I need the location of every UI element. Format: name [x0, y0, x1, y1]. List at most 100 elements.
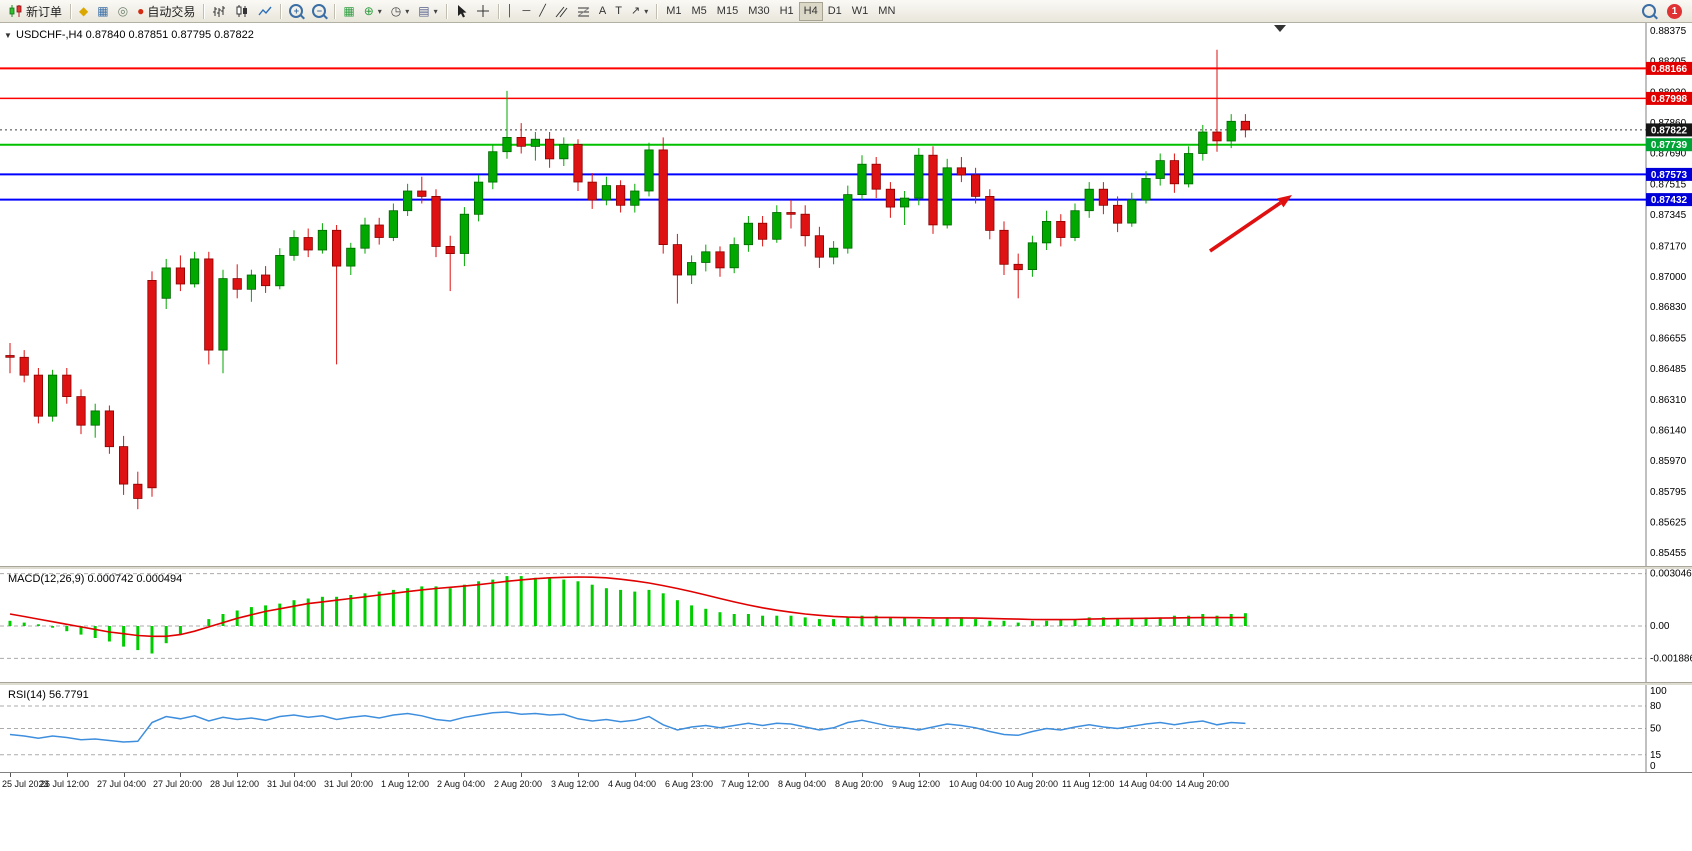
text-button[interactable]: A — [595, 2, 610, 21]
time-tick — [862, 773, 863, 777]
metaeditor-button[interactable]: ◆ — [75, 2, 92, 21]
timeframe-d1[interactable]: D1 — [823, 2, 847, 21]
bottom-filler — [0, 794, 1692, 851]
horizontal-line-button[interactable]: ─ — [519, 2, 535, 21]
timeframe-m30[interactable]: M30 — [743, 2, 774, 21]
candle-body — [388, 210, 399, 238]
candle-body — [928, 154, 938, 226]
timeframe-m1[interactable]: M1 — [661, 2, 686, 21]
candlestick-chart-icon — [236, 5, 248, 17]
candle-body — [1098, 188, 1108, 206]
rsi-panel[interactable]: 100 80 50 150 RSI(14) 56.7791 — [0, 685, 1692, 772]
candle-body — [1240, 120, 1250, 131]
time-label: 28 Jul 12:00 — [210, 779, 260, 789]
zoom-out-icon: − — [312, 4, 327, 18]
indicators-icon: ⊕ — [363, 4, 374, 18]
time-tick — [521, 773, 522, 777]
cursor-button[interactable] — [451, 2, 471, 21]
crosshair-button[interactable] — [472, 2, 494, 21]
time-tick — [408, 773, 409, 777]
channel-button[interactable] — [551, 2, 572, 21]
price-badge: 0.87822 — [1646, 123, 1692, 137]
candle-body — [843, 194, 853, 249]
new-order-button[interactable]: 新订单 — [4, 2, 66, 21]
candle-body — [331, 229, 342, 267]
candlestick-chart-button[interactable] — [231, 2, 253, 21]
timeframe-mn[interactable]: MN — [873, 2, 900, 21]
periods-button[interactable]: ◷ ▾ — [387, 2, 414, 21]
label-icon: T — [615, 4, 622, 17]
chart-shift-marker[interactable] — [1274, 25, 1286, 32]
time-label: 27 Jul 20:00 — [153, 779, 203, 789]
candlesticks — [5, 49, 1250, 510]
macd-panel[interactable]: 0.003046 0.00 -0.001886 MACD(12,26,9) 0.00… — [0, 569, 1692, 682]
time-tick — [124, 773, 125, 777]
line-chart-button[interactable] — [254, 2, 276, 21]
label-button[interactable]: T — [611, 2, 626, 21]
collapse-icon[interactable]: ▼ — [4, 31, 12, 40]
timeframe-w1[interactable]: W1 — [847, 2, 874, 21]
vertical-line-button[interactable]: │ — [503, 2, 518, 21]
price-badge: 0.88166 — [1646, 61, 1692, 75]
candle-body — [1198, 131, 1208, 154]
svg-text:0.87573: 0.87573 — [1651, 170, 1688, 181]
fibonacci-button[interactable] — [573, 2, 594, 21]
time-tick — [351, 773, 352, 777]
candle-body — [1184, 153, 1194, 185]
horizontal-line-icon: ─ — [522, 4, 531, 17]
candle-body — [758, 222, 768, 240]
candle-body — [473, 181, 484, 215]
timeframe-h4[interactable]: H4 — [798, 1, 823, 21]
price-badge: 0.87739 — [1646, 138, 1692, 152]
time-tick — [748, 773, 749, 777]
candle-body — [871, 163, 881, 190]
templates-button[interactable]: ▤ ▾ — [414, 2, 441, 21]
arrows-button[interactable]: ↗ ▾ — [627, 2, 652, 21]
time-label: 3 Aug 12:00 — [551, 779, 600, 789]
notification-badge[interactable]: 1 — [1667, 3, 1682, 19]
panel-splitter[interactable] — [0, 566, 1692, 569]
time-tick — [578, 773, 579, 777]
strategy-tester-button[interactable]: ◎ — [114, 2, 132, 21]
rsi-axis-tick: 15 — [1650, 750, 1662, 761]
toolbar-separator — [497, 3, 499, 19]
price-tick: 0.86655 — [1650, 334, 1687, 345]
time-label: 6 Aug 23:00 — [665, 779, 714, 789]
zoom-out-button[interactable]: − — [308, 2, 330, 21]
dropdown-icon: ▾ — [405, 6, 410, 16]
svg-text:0.87998: 0.87998 — [1651, 94, 1688, 105]
auto-trading-button[interactable]: ● 自动交易 — [133, 2, 199, 21]
search-button[interactable] — [1638, 2, 1660, 21]
toolbar-separator — [70, 3, 72, 19]
timeframe-m5[interactable]: M5 — [687, 2, 712, 21]
time-axis[interactable]: 25 Jul 2023 26 Jul 12:00 27 Jul 04:00 27 Ju… — [0, 772, 1692, 795]
price-tick: 0.86310 — [1650, 395, 1687, 406]
time-label: 11 Aug 12:00 — [1062, 779, 1115, 789]
toolbar-separator — [203, 3, 205, 19]
candle-body — [1013, 263, 1023, 271]
channel-icon — [555, 6, 568, 17]
tile-windows-button[interactable]: ▦ — [339, 2, 358, 21]
panel-splitter[interactable] — [0, 682, 1692, 685]
market-watch-button[interactable]: ▦ — [93, 2, 112, 21]
candle-body — [644, 149, 654, 192]
trendline-button[interactable]: ╱ — [535, 2, 550, 21]
indicators-button[interactable]: ⊕ ▾ — [360, 2, 386, 21]
candle-body — [1127, 199, 1137, 224]
timeframe-m15[interactable]: M15 — [712, 2, 743, 21]
candle-body — [687, 262, 697, 276]
auto-trading-label: 自动交易 — [147, 4, 196, 19]
bar-chart-button[interactable] — [208, 2, 230, 21]
time-label: 14 Aug 04:00 — [1119, 779, 1173, 789]
trend-arrow-annotation[interactable] — [1208, 195, 1292, 253]
timeframe-h1[interactable]: H1 — [775, 2, 799, 21]
time-tick — [805, 773, 806, 777]
candle-body — [303, 237, 313, 251]
main-price-chart[interactable]: 0.883750.882050.880300.878600.876900.875… — [0, 23, 1692, 566]
candle-body — [90, 410, 100, 426]
time-label: 8 Aug 20:00 — [835, 779, 884, 789]
cursor-icon — [457, 5, 467, 18]
zoom-in-button[interactable]: + — [285, 2, 307, 21]
tile-windows-icon: ▦ — [343, 4, 355, 18]
candle-body — [1070, 210, 1080, 238]
